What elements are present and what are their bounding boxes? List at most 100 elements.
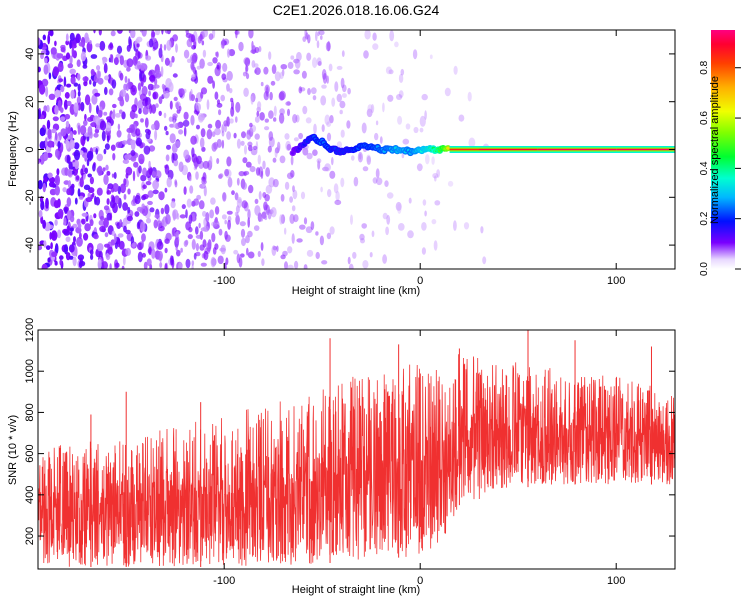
- noise-speckle: [253, 225, 260, 232]
- noise-speckle: [187, 234, 193, 240]
- noise-speckle: [366, 108, 373, 118]
- noise-speckle: [64, 113, 71, 120]
- noise-speckle: [367, 104, 373, 113]
- noise-speckle: [317, 31, 320, 37]
- noise-speckle: [122, 159, 130, 165]
- noise-speckle: [103, 217, 109, 228]
- noise-speckle: [280, 254, 286, 260]
- noise-speckle: [148, 246, 152, 256]
- noise-speckle: [382, 212, 388, 220]
- noise-speckle: [142, 193, 149, 200]
- noise-speckle: [226, 70, 233, 81]
- snr-panel: -100 0 100 200 400 600 800 1000 1200 Height of s…: [7, 318, 676, 596]
- noise-speckle: [124, 154, 131, 160]
- noise-speckle: [93, 234, 99, 240]
- noise-speckle: [39, 141, 45, 150]
- noise-speckle: [257, 101, 262, 110]
- noise-speckle: [84, 113, 87, 121]
- noise-speckle: [287, 246, 293, 254]
- noise-speckle: [151, 31, 156, 38]
- noise-speckle: [244, 57, 251, 67]
- noise-speckle: [214, 91, 219, 100]
- noise-speckle: [54, 260, 58, 266]
- noise-speckle: [231, 190, 235, 196]
- noise-speckle: [134, 194, 141, 205]
- noise-speckle: [172, 209, 179, 220]
- noise-speckle: [139, 62, 146, 71]
- noise-speckle: [39, 127, 46, 137]
- noise-speckle: [119, 72, 124, 81]
- noise-speckle: [106, 170, 111, 176]
- snr-x-tick-label: -100: [213, 575, 235, 587]
- noise-speckle: [249, 122, 253, 128]
- noise-speckle: [405, 123, 411, 130]
- noise-speckle: [69, 131, 74, 141]
- noise-speckle: [269, 91, 273, 101]
- noise-speckle: [357, 151, 363, 163]
- noise-speckle: [99, 120, 107, 131]
- colorbar-tick-label: 0.8: [699, 60, 710, 74]
- noise-speckle: [201, 179, 207, 185]
- noise-speckle: [401, 153, 405, 159]
- noise-speckle: [45, 86, 49, 97]
- noise-speckle: [140, 174, 147, 182]
- noise-speckle: [52, 116, 59, 122]
- noise-speckle: [318, 30, 325, 36]
- noise-speckle: [82, 64, 88, 69]
- snr-x-axis-label: Height of straight line (km): [292, 584, 420, 596]
- noise-speckle: [83, 119, 88, 126]
- noise-speckle: [326, 75, 330, 84]
- noise-speckle: [210, 197, 216, 205]
- noise-speckle: [115, 262, 120, 268]
- noise-speckle: [234, 211, 238, 217]
- noise-speckle: [159, 262, 163, 268]
- noise-speckle: [225, 234, 231, 242]
- noise-speckle: [137, 251, 143, 263]
- noise-speckle: [64, 208, 68, 214]
- noise-speckle: [121, 111, 126, 120]
- noise-speckle: [247, 217, 250, 228]
- noise-speckle: [265, 167, 270, 177]
- noise-speckle: [92, 81, 97, 87]
- noise-speckle: [286, 172, 294, 180]
- noise-speckle: [310, 221, 315, 231]
- noise-speckle: [385, 226, 389, 236]
- noise-speckle: [151, 248, 156, 259]
- noise-speckle: [154, 214, 161, 219]
- signal-band-core: [616, 148, 675, 151]
- noise-speckle: [121, 265, 125, 269]
- noise-speckle: [221, 214, 227, 220]
- noise-speckle: [317, 61, 322, 66]
- noise-speckle: [67, 63, 74, 69]
- colorbar-ticks: 0.0 0.2 0.4 0.6 0.8: [699, 60, 741, 276]
- noise-speckle: [190, 61, 195, 71]
- noise-speckle: [227, 177, 233, 188]
- noise-speckle: [136, 43, 140, 48]
- noise-speckle: [287, 264, 294, 269]
- noise-speckle: [366, 154, 371, 163]
- noise-speckle: [47, 172, 53, 179]
- noise-speckle: [125, 166, 133, 176]
- noise-speckle: [327, 40, 331, 52]
- noise-speckle: [200, 128, 206, 138]
- noise-speckle: [234, 192, 239, 201]
- noise-speckle: [119, 109, 123, 114]
- noise-speckle: [138, 165, 142, 174]
- noise-speckle: [120, 89, 127, 97]
- noise-speckle: [250, 148, 258, 156]
- noise-speckle: [453, 65, 458, 75]
- noise-speckle: [164, 187, 168, 193]
- noise-speckle: [268, 110, 274, 119]
- colorbar-tick-label: 0.2: [699, 211, 710, 225]
- noise-speckle: [103, 174, 109, 186]
- noise-speckle: [389, 30, 395, 42]
- snr-x-tick-label: 0: [417, 575, 423, 587]
- noise-speckle: [285, 101, 292, 106]
- noise-speckle: [140, 221, 146, 232]
- noise-speckle: [152, 91, 159, 100]
- noise-speckle: [396, 94, 403, 100]
- noise-speckle: [263, 66, 269, 75]
- noise-speckle: [364, 30, 371, 40]
- noise-speckle: [398, 73, 404, 83]
- noise-speckle: [54, 243, 59, 255]
